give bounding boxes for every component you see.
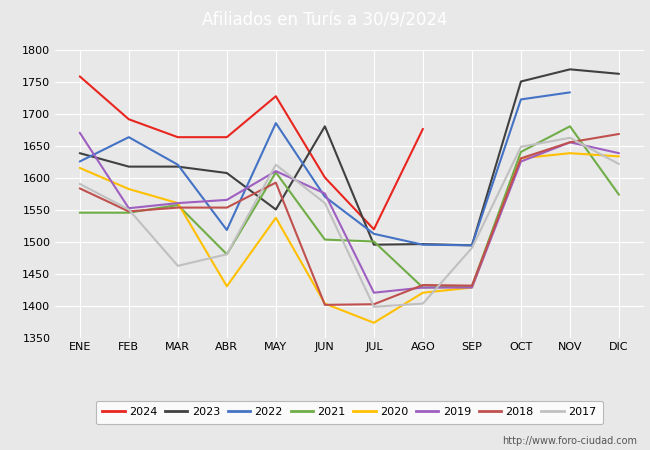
Text: http://www.foro-ciudad.com: http://www.foro-ciudad.com (502, 436, 637, 446)
Legend: 2024, 2023, 2022, 2021, 2020, 2019, 2018, 2017: 2024, 2023, 2022, 2021, 2020, 2019, 2018… (96, 400, 603, 424)
Text: Afiliados en Turís a 30/9/2024: Afiliados en Turís a 30/9/2024 (202, 11, 448, 29)
